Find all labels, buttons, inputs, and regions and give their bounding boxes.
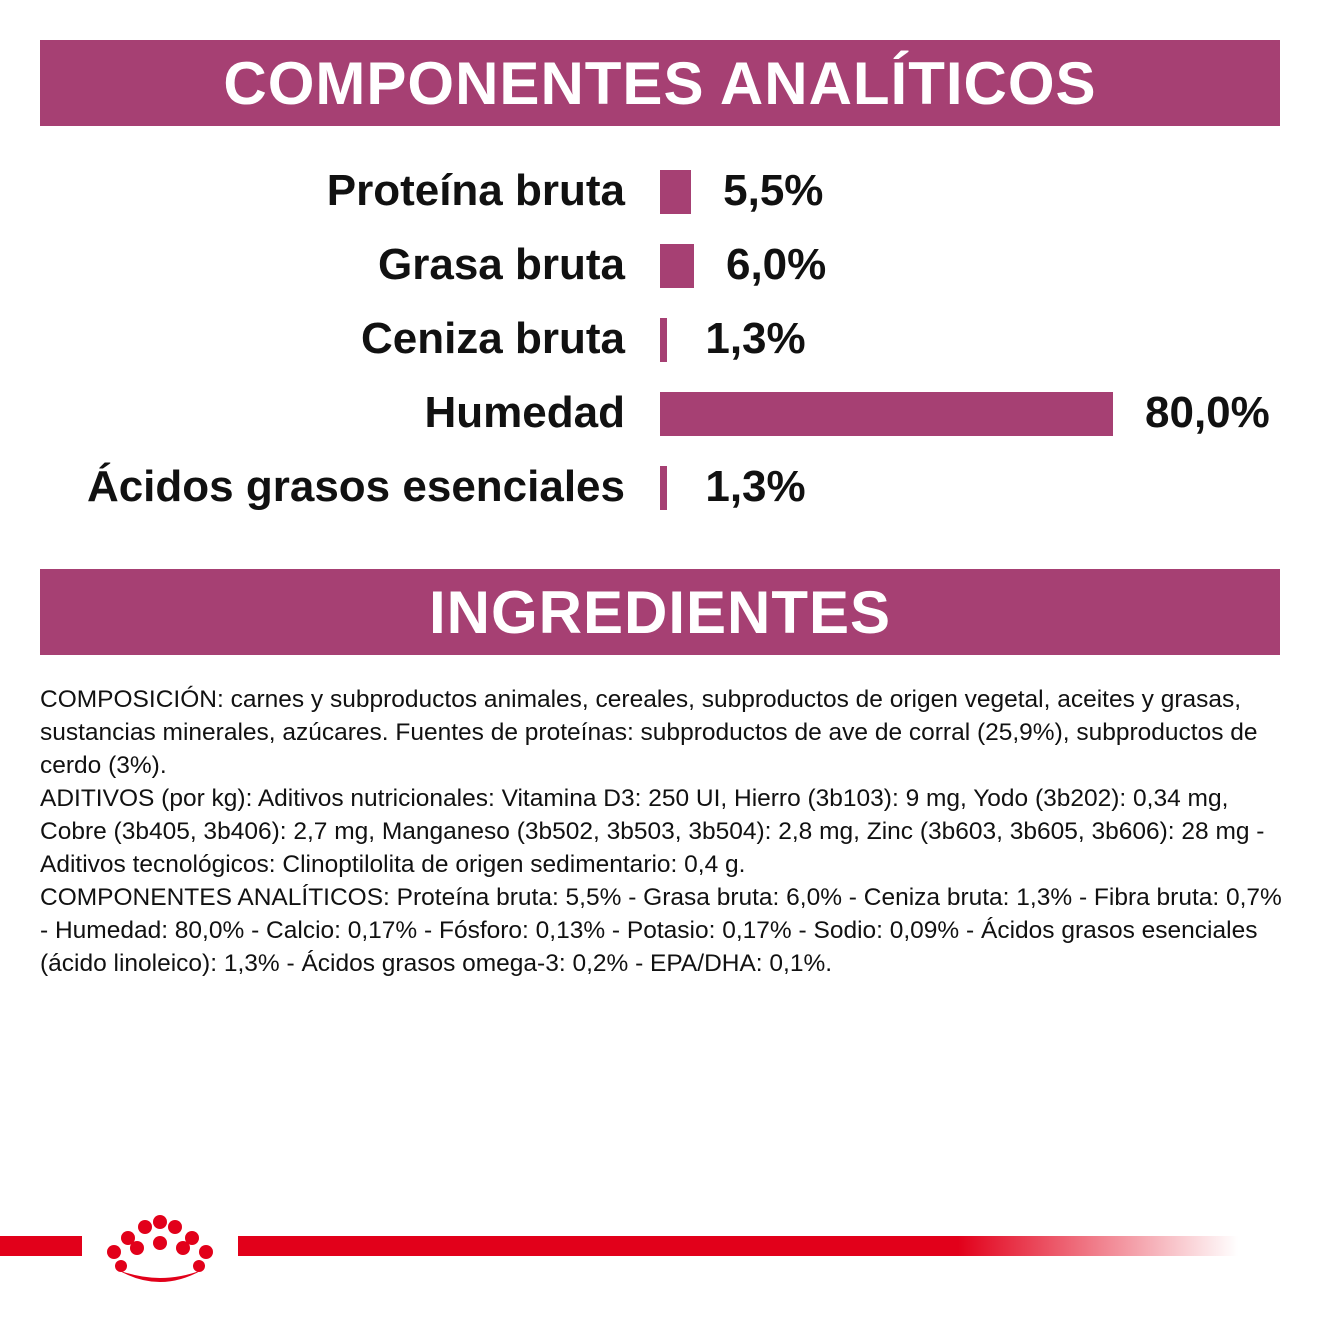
analytics-section-title: COMPONENTES ANALÍTICOS <box>223 49 1097 117</box>
row-label: Ácidos grasos esenciales <box>86 462 625 511</box>
analytical-components-paragraph: COMPONENTES ANALÍTICOS: Proteína bruta: … <box>40 884 1282 977</box>
additives-paragraph: ADITIVOS (por kg): Aditivos nutricionale… <box>40 785 1265 878</box>
analytics-bar-chart: Proteína bruta 5,5% Grasa bruta 6,0% Ceniza … <box>0 150 1320 530</box>
value-label: 1,3% <box>705 462 806 511</box>
row-label: Ceniza bruta <box>360 314 625 363</box>
ingredients-section-header: INGREDIENTES <box>40 569 1280 655</box>
value-label: 5,5% <box>723 166 824 215</box>
footer-brand-strip <box>0 1200 1320 1290</box>
analytics-section-header: COMPONENTES ANALÍTICOS <box>40 40 1280 126</box>
row-label: Grasa bruta <box>378 240 625 289</box>
brand-line-right <box>238 1236 1238 1256</box>
brand-line-left <box>0 1236 82 1256</box>
row-label: Humedad <box>424 388 625 437</box>
value-label: 1,3% <box>705 314 806 363</box>
ingredients-section-title: INGREDIENTES <box>428 578 892 646</box>
bar <box>660 466 668 510</box>
bar <box>660 318 668 362</box>
ingredients-text: COMPOSICIÓN: carnes y subproductos anima… <box>40 683 1290 980</box>
value-label: 80,0% <box>1145 388 1270 437</box>
bar <box>660 170 692 214</box>
row-label: Proteína bruta <box>326 166 625 215</box>
bar <box>660 244 694 288</box>
composition-paragraph: COMPOSICIÓN: carnes y subproductos anima… <box>40 686 1258 779</box>
bar <box>660 392 1113 436</box>
royal-crown-icon <box>107 1215 213 1282</box>
value-label: 6,0% <box>725 240 827 289</box>
